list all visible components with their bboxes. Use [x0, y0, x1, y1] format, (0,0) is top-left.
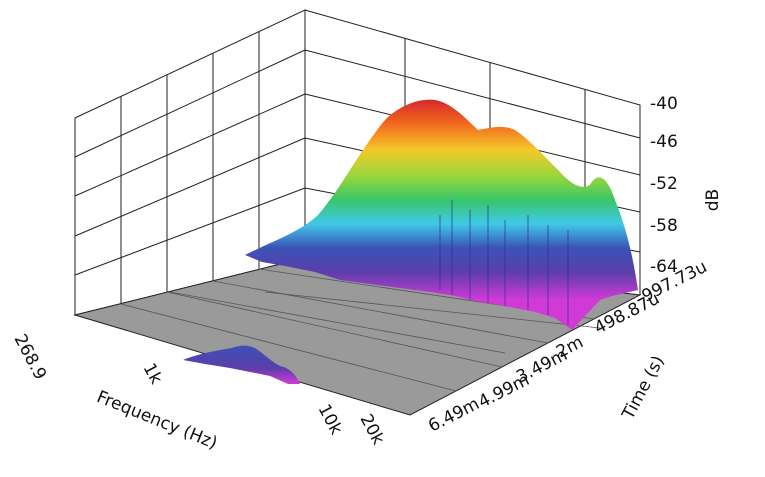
- z-tick-label: -46: [650, 132, 678, 152]
- z-axis-ticks: -40 -46 -52 -58 -64: [650, 94, 678, 277]
- y-axis-title: Time (s): [618, 352, 669, 423]
- x-tick-label: 1k: [139, 360, 166, 388]
- spectrum-surface-small: [183, 345, 300, 384]
- x-axis-title: Frequency (Hz): [94, 387, 220, 454]
- z-tick-label: -64: [650, 257, 678, 277]
- z-tick-label: -40: [650, 94, 678, 114]
- x-tick-label: 10k: [314, 401, 347, 438]
- surface-streaks: [439, 200, 569, 325]
- spectrum-surface: [245, 99, 638, 330]
- left-wall-grid: [74, 9, 306, 316]
- x-tick-label: 20k: [356, 411, 389, 448]
- z-tick-label: -58: [650, 216, 678, 236]
- z-tick-label: -52: [650, 174, 678, 194]
- z-axis-title: dB: [703, 189, 723, 211]
- x-tick-label: 268.9: [10, 331, 51, 383]
